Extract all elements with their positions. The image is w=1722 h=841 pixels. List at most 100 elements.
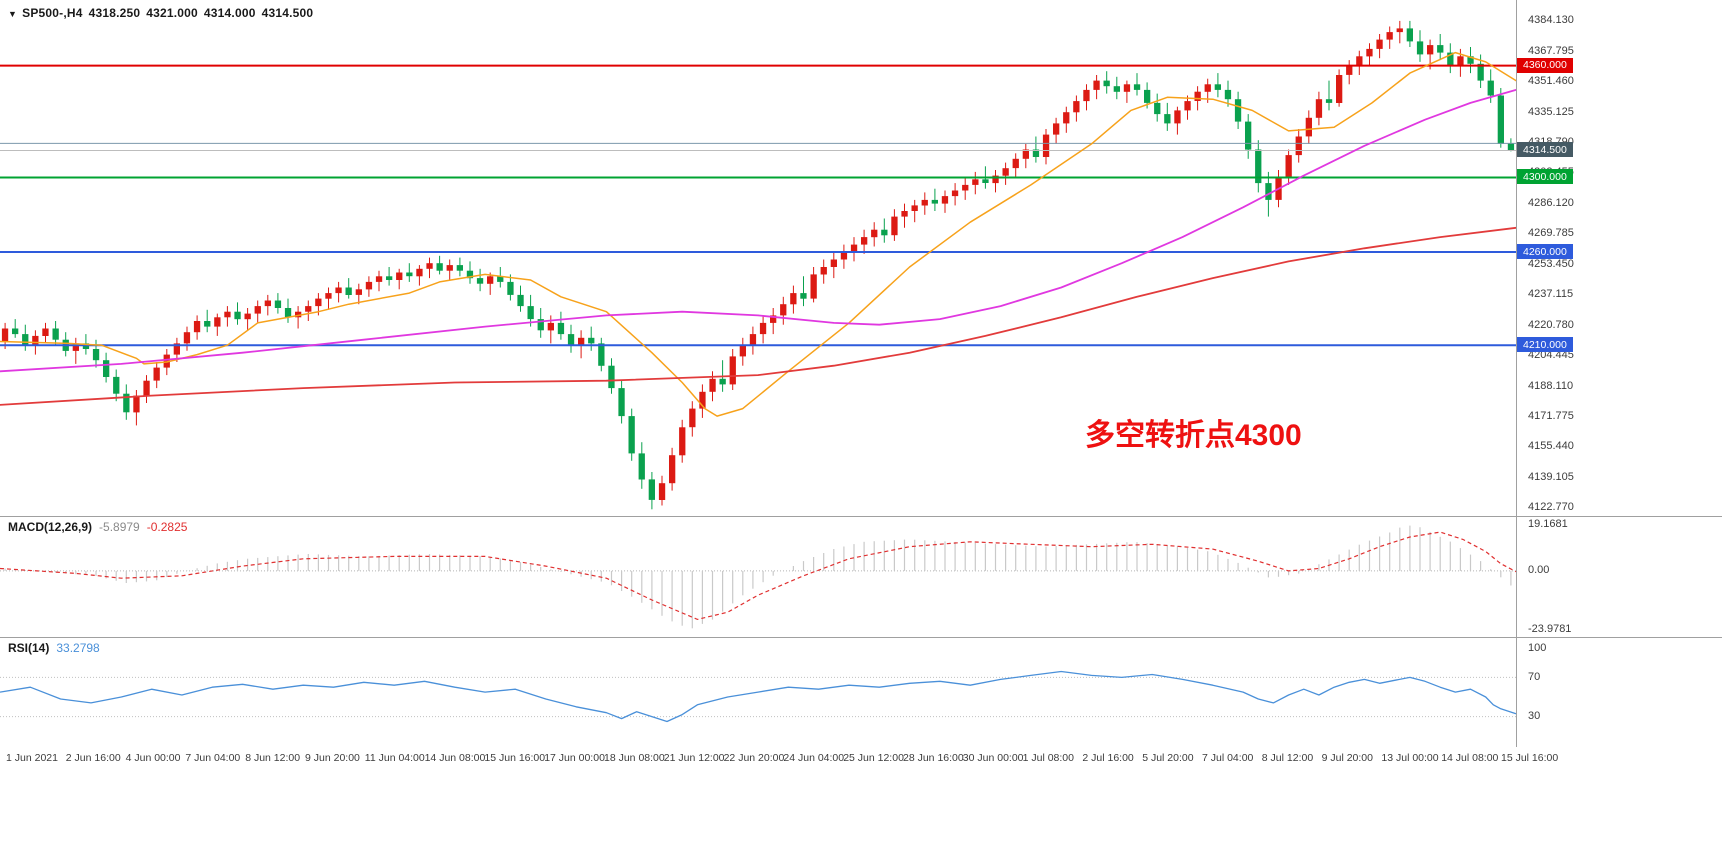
- candle: [739, 345, 746, 357]
- candle: [305, 306, 312, 312]
- candle: [123, 393, 130, 413]
- candle: [770, 315, 777, 323]
- candle: [1406, 28, 1413, 42]
- time-tick-label: 15 Jun 16:00: [484, 752, 546, 764]
- time-tick-label: 7 Jul 04:00: [1202, 752, 1254, 764]
- candle: [699, 391, 706, 409]
- time-tick-label: 22 Jun 20:00: [723, 752, 785, 764]
- candle: [466, 270, 474, 279]
- candle: [1457, 56, 1464, 66]
- candle: [1487, 80, 1494, 96]
- candle: [1083, 89, 1090, 102]
- candle: [1305, 117, 1312, 137]
- candle: [426, 263, 433, 269]
- time-tick-label: 7 Jun 04:00: [185, 752, 241, 764]
- time-tick-label: 2 Jun 16:00: [65, 752, 121, 764]
- candle: [709, 378, 716, 392]
- candle: [1154, 102, 1161, 115]
- candle: [1144, 89, 1151, 103]
- rsi-name: RSI(14): [8, 641, 50, 655]
- time-axis[interactable]: 1 Jun 2021 2 Jun 16:00 4 Jun 00:00 7 Jun 04…: [0, 747, 1722, 841]
- time-tick-label: 11 Jun 04:00: [364, 752, 425, 764]
- macd-axis-label: -23.9781: [1528, 622, 1572, 635]
- time-tick-label: 5 Jul 20:00: [1142, 752, 1194, 764]
- panel-separators: [0, 0, 1722, 748]
- price-tick-label: 4220.780: [1528, 318, 1574, 331]
- time-tick-label: 9 Jul 20:00: [1321, 752, 1373, 764]
- bar-high-value: 4321.000: [146, 6, 198, 20]
- rsi-axis-label: 30: [1528, 710, 1541, 723]
- candle: [1356, 56, 1363, 66]
- price-tick-label: 4384.130: [1528, 14, 1574, 27]
- candle: [578, 337, 585, 346]
- candle: [72, 343, 79, 351]
- candle: [1386, 32, 1393, 40]
- candle: [42, 328, 49, 336]
- candle: [396, 272, 403, 280]
- time-tick-label: 1 Jul 08:00: [1022, 752, 1074, 764]
- candle: [618, 388, 625, 417]
- candle: [214, 317, 221, 327]
- candle: [365, 281, 373, 290]
- rsi-indicator-label: RSI(14) 33.2798: [8, 641, 100, 655]
- horizontal-lines-group: [0, 64, 1516, 347]
- candle: [1063, 112, 1070, 124]
- candle: [729, 356, 736, 385]
- candle: [517, 294, 524, 307]
- candle: [941, 196, 949, 204]
- rsi-value: 33.2798: [56, 641, 100, 655]
- candle: [1427, 45, 1434, 55]
- time-tick-label: 1 Jun 2021: [6, 752, 58, 764]
- price-tick-label: 4351.460: [1528, 75, 1574, 88]
- price-axis[interactable]: 4384.1304367.7954351.4604335.1254318.790…: [1516, 0, 1722, 747]
- price-badge: 4260.000: [1517, 244, 1573, 260]
- candle: [507, 281, 514, 295]
- time-tick-label: 8 Jun 12:00: [245, 752, 301, 764]
- candle: [1336, 75, 1343, 103]
- candle: [1245, 121, 1252, 150]
- candle: [901, 211, 908, 217]
- macd-name: MACD(12,26,9): [8, 520, 93, 534]
- time-tick-label: 9 Jun 20:00: [305, 752, 360, 764]
- candle: [335, 287, 342, 294]
- candle: [951, 190, 959, 197]
- price-badge: 4210.000: [1517, 337, 1573, 353]
- candle: [1507, 143, 1515, 151]
- time-tick-label: 13 Jul 00:00: [1381, 752, 1439, 764]
- bar-open-value: 4318.250: [88, 6, 141, 20]
- candle: [567, 334, 575, 346]
- candle: [1396, 28, 1403, 33]
- candle: [1022, 149, 1029, 159]
- bar-low-value: 4314.000: [203, 6, 256, 20]
- candle: [547, 322, 554, 331]
- time-tick-label: 14 Jun 08:00: [424, 752, 486, 764]
- candle: [1224, 89, 1232, 100]
- time-tick-label: 21 Jun 12:00: [663, 752, 725, 764]
- candle: [284, 308, 292, 318]
- candle: [800, 293, 807, 299]
- candle: [1093, 80, 1100, 90]
- candle: [1103, 80, 1110, 87]
- candle: [143, 380, 150, 396]
- candle: [32, 335, 39, 346]
- candle: [345, 287, 352, 295]
- candle: [1416, 41, 1424, 55]
- candle: [244, 313, 251, 320]
- candle: [1042, 134, 1050, 157]
- candle: [1113, 86, 1120, 92]
- candle: [163, 354, 170, 368]
- candle: [820, 267, 827, 275]
- candle: [1002, 168, 1009, 176]
- candle: [386, 276, 393, 280]
- time-tick-label: 4 Jun 00:00: [125, 752, 181, 764]
- candle: [830, 259, 837, 267]
- candle: [1174, 110, 1181, 124]
- price-tick-label: 4269.785: [1528, 227, 1574, 240]
- candle: [1194, 91, 1201, 101]
- chart-dropdown-arrow-icon[interactable]: ▼: [8, 9, 18, 19]
- candle: [183, 332, 191, 344]
- rsi-axis-label: 70: [1528, 670, 1541, 683]
- candle: [992, 175, 999, 184]
